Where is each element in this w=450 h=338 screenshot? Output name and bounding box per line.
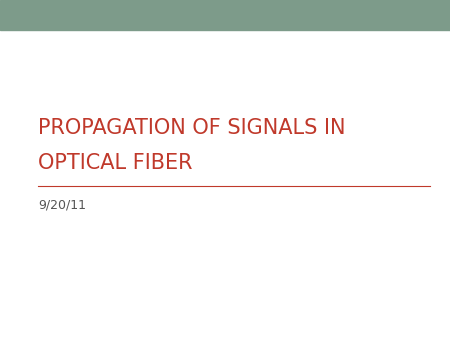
Text: PROPAGATION OF SIGNALS IN: PROPAGATION OF SIGNALS IN <box>38 118 346 138</box>
Bar <box>0 0 450 30</box>
Text: OPTICAL FIBER: OPTICAL FIBER <box>38 153 193 173</box>
Text: 9/20/11: 9/20/11 <box>38 198 86 212</box>
